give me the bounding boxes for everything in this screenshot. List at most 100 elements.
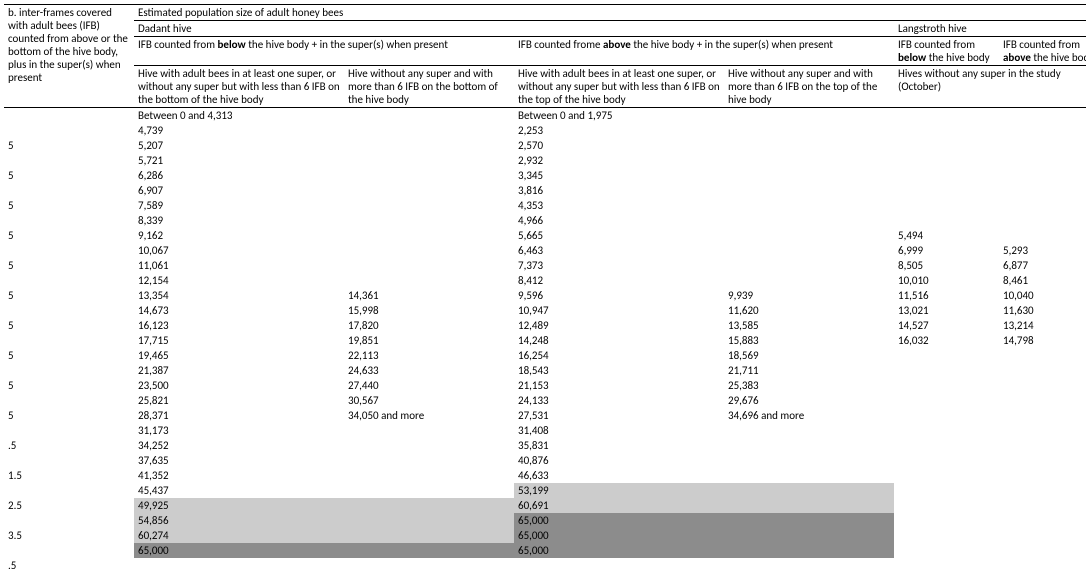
cell-c1: 11,061 — [134, 258, 344, 273]
cell-idx: .5 — [4, 438, 134, 453]
cell-c1: 5,721 — [134, 153, 344, 168]
table-row: 25,82130,56724,13329,676 — [4, 393, 1086, 408]
table-row: 2.549,92560,691 — [4, 498, 1086, 513]
cell-c3: 21,153 — [514, 378, 724, 393]
cell-c6 — [999, 138, 1086, 153]
dadant-above-header: IFB counted frome above the hive body + … — [514, 37, 894, 66]
cell-c6 — [999, 378, 1086, 393]
table-row: 57,5894,353 — [4, 198, 1086, 213]
cell-c2 — [344, 123, 514, 138]
cell-c1: 12,154 — [134, 273, 344, 288]
cell-c2 — [344, 108, 514, 124]
cell-c4 — [724, 528, 894, 543]
cell-c2 — [344, 468, 514, 483]
cell-c4 — [724, 168, 894, 183]
cell-idx — [4, 513, 134, 528]
cell-idx: 5 — [4, 348, 134, 363]
dadant-below-header: IFB counted from below the hive body + i… — [134, 37, 514, 66]
cell-c5 — [894, 198, 999, 213]
cell-c5 — [894, 483, 999, 498]
cell-c3: Between 0 and 1,975 — [514, 108, 724, 124]
cell-c4 — [724, 213, 894, 228]
cell-c2 — [344, 453, 514, 468]
cell-c5 — [894, 408, 999, 423]
cell-c5 — [894, 153, 999, 168]
cell-idx — [4, 153, 134, 168]
cell-c6 — [999, 183, 1086, 198]
cell-c3: 46,633 — [514, 468, 724, 483]
lang-above-header: IFB counted from above the hive body — [999, 37, 1086, 66]
cell-c6 — [999, 408, 1086, 423]
cell-c4 — [724, 138, 894, 153]
cell-c1: 6,907 — [134, 183, 344, 198]
table-row: 55,2072,570 — [4, 138, 1086, 153]
cell-c1: 65,000 — [134, 543, 344, 558]
table-row: .5 — [4, 558, 1086, 573]
d-below-a-header: Hive with adult bees in at least one sup… — [134, 66, 344, 108]
cell-c4: 34,696 and more — [724, 408, 894, 423]
cell-c2 — [344, 138, 514, 153]
cell-c1: 16,123 — [134, 318, 344, 333]
cell-c1: 8,339 — [134, 213, 344, 228]
table-row: 56,2863,345 — [4, 168, 1086, 183]
cell-c2 — [344, 213, 514, 228]
cell-c5: 6,999 — [894, 243, 999, 258]
table-row: 12,1548,41210,0108,461 — [4, 273, 1086, 288]
cell-c5 — [894, 453, 999, 468]
cell-c4 — [724, 423, 894, 438]
cell-c5: 10,010 — [894, 273, 999, 288]
cell-c2: 24,633 — [344, 363, 514, 378]
cell-c6: 10,040 — [999, 288, 1086, 303]
cell-c2 — [344, 513, 514, 528]
cell-c5 — [894, 528, 999, 543]
cell-idx — [4, 273, 134, 288]
cell-c6: 6,877 — [999, 258, 1086, 273]
bee-population-table: b. inter-frames covered with adult bees … — [4, 4, 1086, 573]
table-row: 45,43753,199 — [4, 483, 1086, 498]
cell-c3: 3,345 — [514, 168, 724, 183]
cell-c3: 2,932 — [514, 153, 724, 168]
cell-c3: 5,665 — [514, 228, 724, 243]
cell-c4 — [724, 153, 894, 168]
cell-c4 — [724, 198, 894, 213]
cell-idx: 5 — [4, 258, 134, 273]
header-row-1: b. inter-frames covered with adult bees … — [4, 5, 1086, 21]
table-row: 4,7392,253 — [4, 123, 1086, 138]
cell-c1: 21,387 — [134, 363, 344, 378]
table-row: .534,25235,831 — [4, 438, 1086, 453]
d-above-b-header: Hive without any super and with more tha… — [724, 66, 894, 108]
cell-idx — [4, 483, 134, 498]
cell-c5 — [894, 378, 999, 393]
cell-c2 — [344, 243, 514, 258]
cell-c3: 3,816 — [514, 183, 724, 198]
cell-c4 — [724, 243, 894, 258]
cell-c3: 8,412 — [514, 273, 724, 288]
cell-c5 — [894, 438, 999, 453]
table-row: 523,50027,44021,15325,383 — [4, 378, 1086, 393]
table-row: 5,721 2,932 — [4, 153, 1086, 168]
cell-c2 — [344, 558, 514, 573]
cell-c3: 18,543 — [514, 363, 724, 378]
cell-c1: 6,286 — [134, 168, 344, 183]
table-row: 513,35414,3619,5969,93911,51610,040 — [4, 288, 1086, 303]
cell-c1: 41,352 — [134, 468, 344, 483]
header-row-2: Dadant hive Langstroth hive — [4, 21, 1086, 37]
cell-c2 — [344, 543, 514, 558]
table-row: 21,38724,63318,54321,711 — [4, 363, 1086, 378]
cell-c2: 15,998 — [344, 303, 514, 318]
cell-c3: 2,570 — [514, 138, 724, 153]
cell-c3: 35,831 — [514, 438, 724, 453]
cell-c3: 10,947 — [514, 303, 724, 318]
cell-idx — [4, 123, 134, 138]
cell-c4 — [724, 228, 894, 243]
cell-c4: 15,883 — [724, 333, 894, 348]
cell-idx: 1.5 — [4, 468, 134, 483]
lang-below-header: IFB counted from below the hive body — [894, 37, 999, 66]
cell-c6: 14,798 — [999, 333, 1086, 348]
cell-idx — [4, 393, 134, 408]
cell-c2: 34,050 and more — [344, 408, 514, 423]
cell-idx — [4, 183, 134, 198]
cell-idx: 5 — [4, 408, 134, 423]
cell-c6 — [999, 543, 1086, 558]
cell-c2 — [344, 528, 514, 543]
